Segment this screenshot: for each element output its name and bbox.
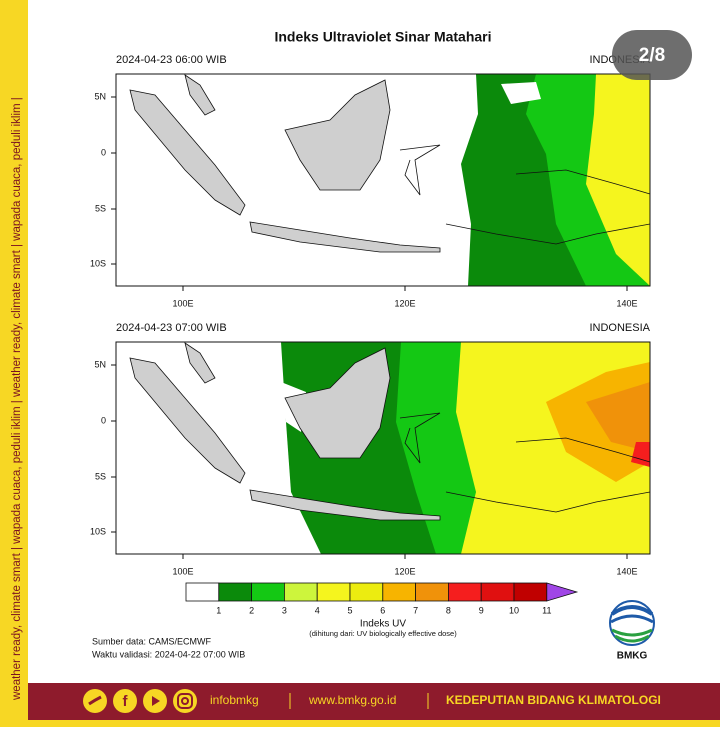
- colorbar-box: [251, 582, 285, 602]
- panel-region: INDONESIA: [589, 322, 650, 334]
- colorbar-label: 4: [315, 605, 320, 615]
- footer-handle: infobmkg: [210, 693, 259, 707]
- colorbar-label: 9: [479, 605, 484, 615]
- sidebar-text: weather ready, climate smart | wapada cu…: [11, 97, 23, 701]
- lon-label: 120E: [394, 298, 415, 308]
- coastline: [445, 223, 651, 245]
- svg-text:f: f: [123, 693, 129, 710]
- uv-field: [586, 74, 650, 286]
- colorbar: 1 2 3 4 5 6 7 8 9 10 11: [185, 582, 579, 615]
- map-panel: [115, 341, 651, 555]
- social-icons: f: [83, 689, 197, 713]
- lon-label: 100E: [172, 298, 193, 308]
- bmkg-logo: [609, 600, 655, 646]
- colorbar-label: 2: [249, 605, 254, 615]
- maps: 2024-04-23 06:00 WIB INDONESIA 5N 0 5S 10S 100…: [90, 54, 651, 576]
- land: [129, 357, 246, 484]
- instagram-icon[interactable]: [173, 689, 197, 713]
- lon-label: 140E: [616, 566, 637, 576]
- map-frame: [115, 73, 651, 287]
- lat-label: 10S: [90, 258, 106, 268]
- land: [249, 221, 441, 253]
- colorbar-label: 6: [380, 605, 385, 615]
- colorbar-box: [185, 582, 220, 602]
- colorbar-label: 8: [446, 605, 451, 615]
- colorbar-note: (dihitung dari: UV biologically effectiv…: [309, 629, 457, 638]
- colorbar-box: [447, 582, 482, 602]
- coastline: [399, 144, 441, 196]
- colorbar-box: [316, 582, 351, 602]
- page-counter-badge[interactable]: [612, 30, 692, 80]
- chart-title: Indeks Ultraviolet Sinar Matahari: [274, 29, 491, 45]
- logo-text: BMKG: [617, 651, 648, 662]
- footer-unit: KEDEPUTIAN BIDANG KLIMATOLOGI: [446, 693, 661, 707]
- source: Sumber data: CAMS/ECMWF: [92, 636, 212, 646]
- panel-time: 2024-04-23 07:00 WIB: [116, 322, 227, 334]
- map-panel: [115, 73, 651, 287]
- sidebar: [0, 0, 28, 720]
- footer-website: www.bmkg.go.id: [308, 693, 396, 707]
- uv-field: [501, 82, 541, 104]
- colorbar-label: 7: [413, 605, 418, 615]
- lat-label: 5N: [94, 91, 106, 101]
- lat-label: 5N: [94, 359, 106, 369]
- map-frame: [115, 341, 651, 555]
- colorbar-label: 11: [542, 605, 551, 615]
- colorbar-arrow: [546, 582, 579, 602]
- lon-label: 100E: [172, 566, 193, 576]
- colorbar-label: 10: [509, 605, 519, 615]
- land: [249, 489, 441, 521]
- colorbar-box: [513, 582, 548, 602]
- panel-time: 2024-04-23 06:00 WIB: [116, 54, 227, 66]
- colorbar-box: [218, 582, 253, 602]
- footer-edge: [0, 720, 720, 727]
- colorbar-box: [415, 582, 449, 602]
- land: [284, 347, 391, 459]
- colorbar-label: 5: [347, 605, 352, 615]
- lon-label: 140E: [616, 298, 637, 308]
- coastline: [399, 412, 441, 464]
- colorbar-box: [283, 582, 318, 602]
- land: [184, 342, 216, 384]
- colorbar-box: [480, 582, 515, 602]
- lat-label: 5S: [95, 203, 106, 213]
- validity: Waktu validasi: 2024-04-22 07:00 WIB: [92, 649, 245, 659]
- facebook-icon[interactable]: [113, 689, 137, 713]
- colorbar-label: 3: [282, 605, 287, 615]
- lat-label: 0: [101, 147, 106, 157]
- coastline: [445, 491, 651, 513]
- coastline: [515, 169, 651, 195]
- land: [284, 79, 391, 191]
- coastline: [515, 437, 651, 463]
- lat-label: 0: [101, 415, 106, 425]
- lat-label: 10S: [90, 526, 106, 536]
- page-counter: 2/8: [639, 45, 665, 66]
- colorbar-label: 1: [216, 605, 221, 615]
- uv-field: [586, 382, 650, 452]
- colorbar-box: [382, 582, 416, 602]
- colorbar-box: [349, 582, 384, 602]
- lon-label: 120E: [394, 566, 415, 576]
- lat-label: 5S: [95, 471, 106, 481]
- land: [184, 74, 216, 116]
- colorbar-title: Indeks UV: [360, 619, 406, 630]
- land: [129, 89, 246, 216]
